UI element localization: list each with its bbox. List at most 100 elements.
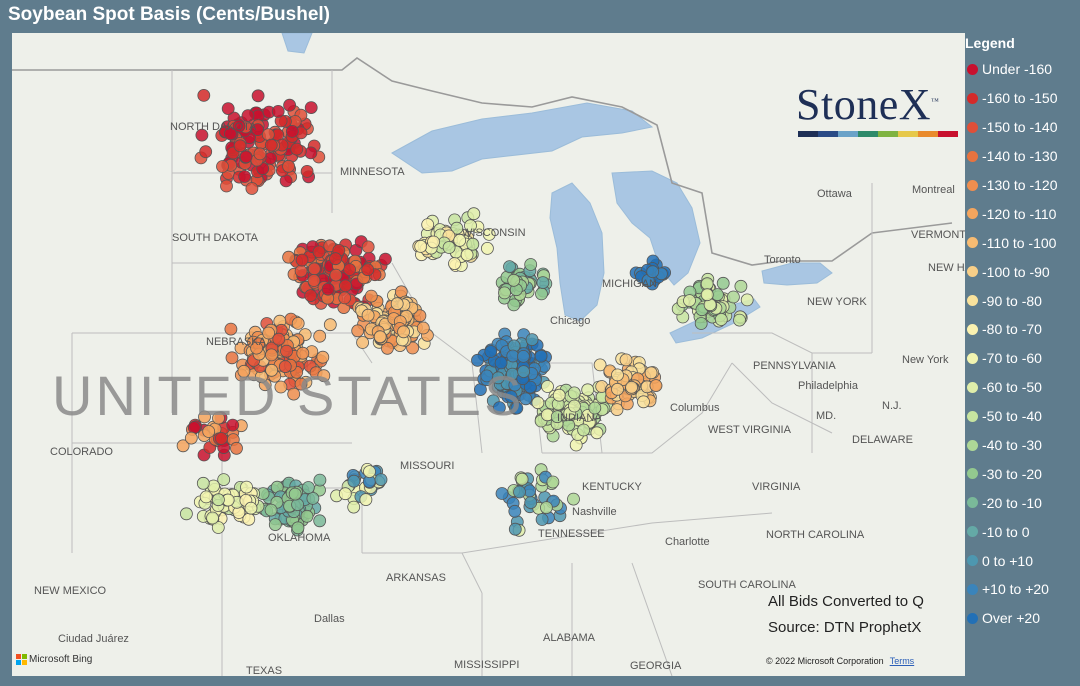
basis-point[interactable]	[245, 182, 259, 195]
basis-point[interactable]	[237, 364, 251, 378]
basis-point[interactable]	[291, 498, 305, 512]
basis-point[interactable]	[329, 268, 343, 282]
basis-point[interactable]	[202, 425, 216, 438]
basis-point[interactable]	[347, 500, 361, 514]
basis-point[interactable]	[217, 473, 231, 487]
basis-point[interactable]	[307, 262, 321, 276]
basis-point[interactable]	[300, 164, 314, 178]
basis-point[interactable]	[216, 160, 229, 173]
basis-point[interactable]	[304, 289, 318, 303]
basis-point[interactable]	[329, 252, 342, 266]
basis-point[interactable]	[240, 480, 253, 494]
basis-point[interactable]	[453, 233, 467, 247]
basis-point[interactable]	[513, 485, 526, 499]
basis-point[interactable]	[211, 521, 225, 534]
basis-point[interactable]	[206, 511, 219, 525]
basis-point[interactable]	[290, 142, 304, 156]
basis-point[interactable]	[646, 265, 660, 279]
basis-point[interactable]	[338, 291, 352, 305]
basis-point[interactable]	[567, 492, 580, 506]
basis-point[interactable]	[507, 298, 521, 312]
basis-point[interactable]	[590, 426, 604, 440]
basis-point[interactable]	[317, 369, 331, 383]
basis-point[interactable]	[301, 481, 315, 494]
basis-point[interactable]	[197, 89, 211, 102]
basis-point[interactable]	[272, 332, 286, 346]
basis-point[interactable]	[199, 145, 213, 159]
basis-point[interactable]	[495, 487, 509, 500]
basis-point[interactable]	[727, 290, 740, 304]
basis-point[interactable]	[250, 341, 264, 355]
basis-point[interactable]	[535, 287, 548, 301]
basis-point[interactable]	[356, 336, 370, 349]
basis-point[interactable]	[588, 401, 602, 415]
basis-point[interactable]	[515, 472, 529, 486]
basis-point[interactable]	[577, 423, 590, 437]
basis-point[interactable]	[517, 365, 531, 379]
basis-point[interactable]	[504, 390, 518, 404]
basis-point[interactable]	[176, 439, 190, 453]
basis-point[interactable]	[733, 313, 746, 327]
basis-point[interactable]	[460, 248, 474, 262]
basis-point[interactable]	[212, 411, 225, 425]
basis-point[interactable]	[406, 341, 420, 355]
map-svg[interactable]: NORTH DAKOTA SOUTH DAKOTA MINNESOTA NEBR…	[12, 33, 965, 676]
basis-point[interactable]	[347, 474, 361, 488]
basis-point[interactable]	[540, 501, 553, 515]
basis-points[interactable]	[176, 89, 754, 537]
basis-point[interactable]	[524, 258, 538, 271]
basis-point[interactable]	[700, 288, 714, 302]
basis-point[interactable]	[321, 282, 335, 296]
basis-point[interactable]	[519, 392, 533, 406]
basis-point[interactable]	[238, 170, 252, 183]
basis-point[interactable]	[312, 245, 326, 259]
basis-point[interactable]	[611, 368, 624, 382]
basis-point[interactable]	[363, 465, 376, 479]
basis-point[interactable]	[233, 139, 247, 153]
basis-point[interactable]	[506, 349, 520, 363]
basis-point[interactable]	[637, 395, 650, 409]
basis-point[interactable]	[364, 289, 378, 303]
basis-point[interactable]	[416, 321, 430, 335]
basis-point[interactable]	[230, 441, 243, 455]
basis-point[interactable]	[253, 147, 267, 161]
basis-point[interactable]	[507, 273, 521, 287]
basis-point[interactable]	[466, 237, 480, 251]
basis-point[interactable]	[184, 431, 198, 445]
basis-point[interactable]	[524, 496, 538, 510]
basis-point[interactable]	[282, 159, 296, 173]
basis-point[interactable]	[390, 297, 404, 311]
basis-point[interactable]	[498, 286, 511, 300]
basis-point[interactable]	[307, 274, 321, 287]
basis-point[interactable]	[523, 380, 537, 394]
basis-point[interactable]	[241, 109, 255, 122]
basis-point[interactable]	[214, 432, 228, 445]
basis-point[interactable]	[232, 119, 246, 133]
basis-point[interactable]	[306, 491, 320, 505]
map-canvas[interactable]: NORTH DAKOTA SOUTH DAKOTA MINNESOTA NEBR…	[12, 33, 965, 676]
basis-point[interactable]	[482, 227, 496, 241]
basis-point[interactable]	[313, 473, 327, 487]
basis-point[interactable]	[525, 333, 539, 347]
basis-point[interactable]	[265, 348, 278, 362]
basis-point[interactable]	[397, 325, 411, 339]
basis-point[interactable]	[359, 493, 373, 507]
basis-point[interactable]	[700, 277, 714, 291]
basis-point[interactable]	[313, 514, 327, 528]
basis-point[interactable]	[323, 318, 337, 332]
basis-point[interactable]	[649, 379, 663, 393]
basis-point[interactable]	[224, 322, 238, 336]
bing-attribution[interactable]: Microsoft Bing	[16, 654, 92, 665]
basis-point[interactable]	[508, 504, 522, 518]
basis-point[interactable]	[541, 380, 554, 393]
basis-point[interactable]	[535, 513, 549, 526]
basis-point[interactable]	[361, 263, 375, 277]
basis-point[interactable]	[261, 128, 275, 141]
basis-point[interactable]	[442, 241, 456, 254]
basis-point[interactable]	[378, 252, 392, 266]
basis-point[interactable]	[242, 512, 256, 526]
basis-point[interactable]	[196, 476, 210, 490]
basis-point[interactable]	[244, 501, 258, 515]
basis-point[interactable]	[283, 98, 297, 112]
basis-point[interactable]	[264, 138, 278, 152]
